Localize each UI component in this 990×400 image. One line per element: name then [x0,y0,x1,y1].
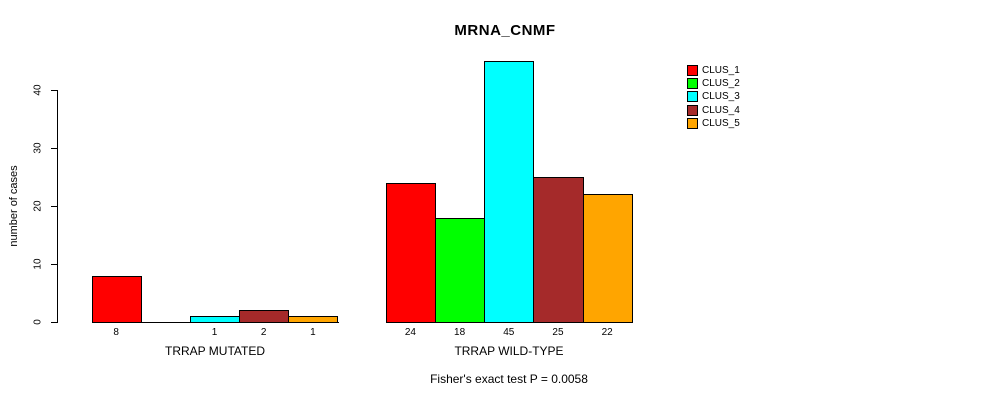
bar-clus_2 [435,218,486,323]
legend-swatch-icon [687,104,698,116]
bar-value-label: 1 [211,327,218,338]
y-axis-tick [51,205,58,207]
group-label-trrap-wild-type: TRRAP WILD-TYPE [454,344,564,358]
bar-clus_1 [91,276,142,323]
bar-clus_4 [239,310,290,323]
y-axis-tick [51,147,58,149]
y-axis-tick-label: 30 [32,142,44,154]
legend-label: CLUS_5 [702,118,740,130]
y-axis-tick-label: 0 [32,319,44,325]
legend-swatch-icon [687,118,698,130]
y-axis-tick [51,321,58,323]
fisher-test-annotation: Fisher's exact test P = 0.0058 [430,372,588,386]
legend-label: CLUS_1 [702,64,740,76]
bar-clus_3 [484,61,535,323]
y-axis-tick [51,89,58,91]
bar-clus_5 [288,316,339,323]
chart-title: MRNA_CNMF [454,22,556,39]
bar-value-label: 22 [601,327,613,338]
bar-value-label: 24 [404,327,416,338]
bar-value-label: 1 [310,327,316,338]
legend: CLUS_1 CLUS_2 CLUS_3 CLUS_4 CLUS_5 [687,64,807,144]
bar-clus_3 [189,316,241,323]
group-label-trrap-mutated: TRRAP MUTATED [164,344,266,358]
legend-swatch-icon [687,91,698,103]
bar-value-label: 8 [113,327,119,338]
bar-value-label: 18 [454,327,466,338]
y-axis-label: number of cases [8,165,20,247]
legend-item: CLUS_4 [687,104,740,116]
bar-value-label: 45 [503,327,515,338]
legend-swatch-icon [687,64,698,76]
bar-clus_5 [582,194,633,323]
legend-label: CLUS_2 [702,77,740,89]
y-axis-tick-label: 20 [32,200,44,212]
bar-clus_4 [533,177,584,323]
legend-label: CLUS_4 [702,104,740,116]
bar-value-label: 2 [260,327,267,338]
legend-label: CLUS_3 [702,91,740,103]
legend-item: CLUS_3 [687,91,740,103]
bar-value-label: 25 [552,327,564,338]
legend-item: CLUS_1 [687,64,740,76]
y-axis-line [57,90,58,323]
legend-item: CLUS_5 [687,118,740,130]
y-axis-tick-label: 10 [32,258,44,270]
legend-swatch-icon [687,77,698,89]
bar-clus_1 [385,183,436,323]
y-axis-tick [51,263,58,265]
y-axis-tick-label: 40 [32,84,44,96]
legend-item: CLUS_2 [687,77,740,89]
